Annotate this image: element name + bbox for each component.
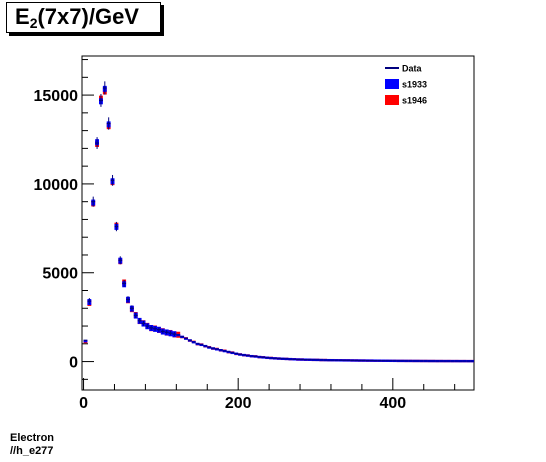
legend-label: Data <box>402 64 423 74</box>
minor-ticks <box>82 59 456 390</box>
series-layer <box>83 81 474 363</box>
footer: Electron //h_e277 <box>10 432 54 458</box>
legend: Data s1933 s1946 <box>385 64 427 106</box>
legend-swatch-s1946 <box>385 95 399 105</box>
title-prefix: E <box>15 4 30 29</box>
x-tick-label: 400 <box>379 395 406 412</box>
x-tick-label: 0 <box>79 395 88 412</box>
footer-line-1: Electron <box>10 432 55 444</box>
legend-label: s1933 <box>402 80 427 90</box>
x-axis: 0 200 400 <box>79 378 406 412</box>
title-suffix: (7x7)/GeV <box>37 4 139 29</box>
y-axis: 0 5000 10000 15000 <box>34 88 94 372</box>
series-s1933 <box>83 85 474 363</box>
title-subscript: 2 <box>29 15 38 31</box>
y-tick-label: 0 <box>69 355 78 372</box>
mc-point-s1933 <box>83 339 88 343</box>
y-tick-label: 10000 <box>34 177 79 194</box>
legend-swatch-s1933 <box>385 79 399 89</box>
legend-label: s1946 <box>402 96 427 106</box>
plot-frame <box>81 55 475 391</box>
chart-title: E2(7x7)/GeV <box>15 4 139 31</box>
y-tick-label: 5000 <box>42 266 78 283</box>
title-box: E2(7x7)/GeV <box>6 2 161 33</box>
series-data <box>83 81 474 362</box>
y-tick-label: 15000 <box>34 88 79 105</box>
footer-line-2: //h_e277 <box>10 445 54 457</box>
x-tick-label: 200 <box>225 395 252 412</box>
